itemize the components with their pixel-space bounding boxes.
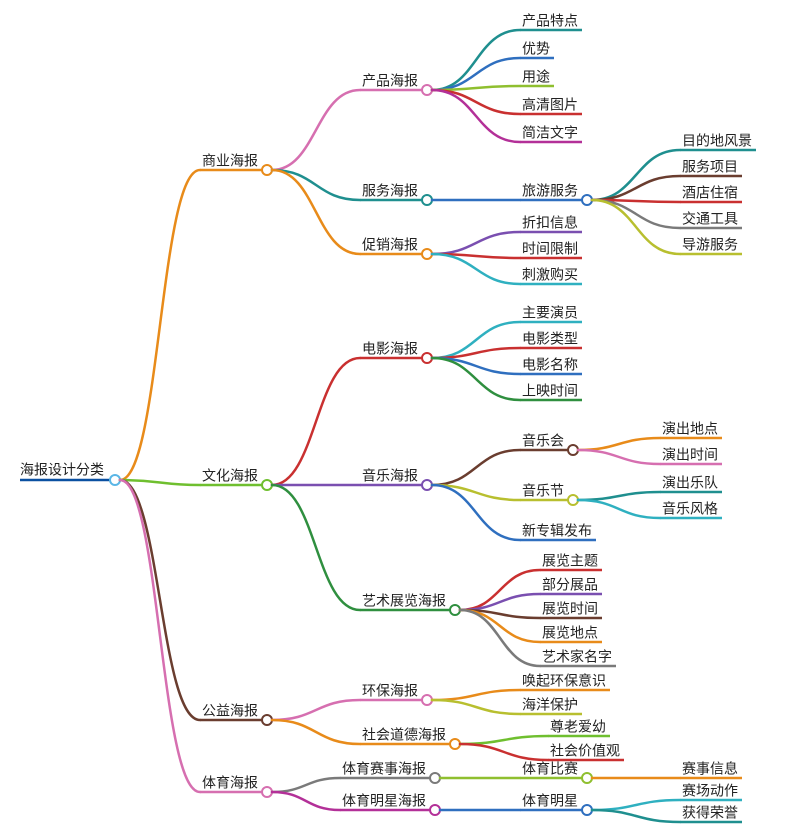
mindmap-node-label: 音乐海报 (362, 468, 418, 484)
mindmap-node-label: 赛事信息 (682, 761, 738, 777)
mindmap-node-connector (450, 605, 460, 615)
mindmap-node-label: 展览主题 (542, 553, 598, 569)
mindmap-node-connector (422, 85, 432, 95)
mindmap-node-label: 主要演员 (522, 305, 578, 321)
mindmap-node-label: 展览地点 (542, 625, 598, 641)
mindmap-node-label: 尊老爱幼 (550, 719, 606, 735)
mindmap-node-label: 艺术家名字 (542, 649, 612, 665)
mindmap-node-label: 时间限制 (522, 241, 578, 257)
mindmap-node-label: 产品海报 (362, 73, 418, 89)
mindmap-node-label: 社会道德海报 (362, 727, 446, 743)
mindmap-node-connector (430, 773, 440, 783)
mindmap-node-connector (582, 195, 592, 205)
mindmap-node-label: 文化海报 (202, 468, 258, 484)
mindmap-node-label: 导游服务 (682, 237, 738, 253)
mindmap-node-label: 公益海报 (202, 703, 258, 719)
mindmap-node-label: 交通工具 (682, 211, 738, 227)
mindmap-root-label: 海报设计分类 (20, 462, 104, 478)
mindmap-node-connector (262, 715, 272, 725)
mindmap-node-label: 折扣信息 (522, 215, 578, 231)
mindmap-node-label: 体育明星海报 (342, 793, 426, 809)
mindmap-node-label: 演出地点 (662, 421, 718, 437)
mindmap-node-label: 酒店住宿 (682, 185, 738, 201)
mindmap-node-label: 促销海报 (362, 237, 418, 253)
mindmap-node-label: 唤起环保意识 (522, 673, 606, 689)
mindmap-node-label: 高清图片 (522, 97, 578, 113)
mindmap-root-connector (110, 475, 120, 485)
mindmap-node-label: 电影类型 (522, 331, 578, 347)
mindmap-node-label: 演出时间 (662, 447, 718, 463)
mindmap-node-connector (422, 695, 432, 705)
mindmap-node-label: 简洁文字 (522, 125, 578, 141)
mindmap-svg: 海报设计分类 商业海报 产品海报 产品特点优势用途高清图片简洁文字服务海报 旅游服务 目的… (0, 0, 800, 829)
mindmap-node-label: 体育赛事海报 (342, 761, 426, 777)
mindmap-node-connector (422, 480, 432, 490)
mindmap-node-label: 电影名称 (522, 357, 578, 373)
mindmap-node-label: 上映时间 (522, 383, 578, 399)
mindmap-node-label: 获得荣誉 (682, 805, 738, 821)
mindmap-node-label: 电影海报 (362, 341, 418, 357)
mindmap-node-label: 赛场动作 (682, 783, 738, 799)
mindmap-node-label: 展览时间 (542, 601, 598, 617)
mindmap-node-connector (582, 773, 592, 783)
mindmap-node-label: 演出乐队 (662, 475, 718, 491)
mindmap-node-label: 服务项目 (682, 159, 738, 175)
mindmap-node-connector (568, 495, 578, 505)
mindmap-node-label: 艺术展览海报 (362, 593, 446, 609)
mindmap-node-label: 体育海报 (202, 775, 258, 791)
mindmap-node-label: 音乐节 (522, 483, 564, 499)
mindmap-node-label: 社会价值观 (550, 743, 620, 759)
mindmap-node-connector (262, 480, 272, 490)
mindmap-node-label: 体育比赛 (522, 761, 578, 777)
mindmap-node-connector (262, 165, 272, 175)
mindmap-node-label: 海洋保护 (522, 697, 578, 713)
mindmap-node-label: 旅游服务 (522, 183, 578, 199)
mindmap-node-label: 产品特点 (522, 13, 578, 29)
mindmap-node-label: 音乐风格 (662, 501, 718, 517)
mindmap-node-connector (422, 249, 432, 259)
mindmap-node-connector (430, 805, 440, 815)
mindmap-node-connector (582, 805, 592, 815)
mindmap-node-label: 优势 (522, 41, 550, 57)
mindmap-node-label: 商业海报 (202, 153, 258, 169)
mindmap-node-label: 音乐会 (522, 433, 564, 449)
mindmap-node-connector (422, 353, 432, 363)
mindmap-node-connector (568, 445, 578, 455)
mindmap-node-label: 体育明星 (522, 793, 578, 809)
mindmap-node-label: 部分展品 (542, 577, 598, 593)
mindmap-node-label: 用途 (522, 69, 550, 85)
mindmap-node-connector (450, 739, 460, 749)
mindmap-node-label: 刺激购买 (522, 267, 578, 283)
mindmap-node-connector (422, 195, 432, 205)
mindmap-node-label: 目的地风景 (682, 133, 752, 149)
mindmap-node-label: 环保海报 (362, 683, 418, 699)
mindmap-node-label: 新专辑发布 (522, 523, 592, 539)
mindmap-node-label: 服务海报 (362, 183, 418, 199)
mindmap-node-connector (262, 787, 272, 797)
